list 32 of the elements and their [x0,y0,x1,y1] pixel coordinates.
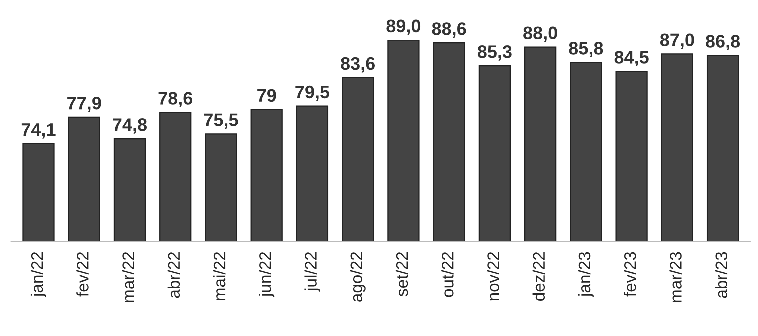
x-tick-label: abr/22 [168,252,180,298]
x-tick-label: mai/22 [213,252,226,301]
data-label: 88,0 [524,26,558,42]
data-label: 84,5 [614,51,649,66]
x-tick-label: jan/23 [578,252,594,298]
data-label: 89,0 [386,20,421,36]
x-tick-label: jun/22 [259,252,275,298]
data-label: 74,8 [113,118,147,134]
x-tick-label: ago/22 [350,252,366,302]
data-label: 86,8 [706,35,740,50]
data-label: 77,9 [68,96,102,112]
data-label: 79 [258,89,276,102]
x-tick-label: mar/22 [122,252,134,302]
x-tick-label: out/22 [442,252,454,298]
data-label: 87,0 [660,34,694,50]
x-tick-label: set/22 [396,252,408,297]
x-tick-label: fev/22 [76,252,89,297]
data-label: 85,8 [569,42,604,58]
x-tick-label: mar/23 [670,252,682,302]
x-tick-label: jan/22 [30,252,47,298]
data-label: 83,6 [341,57,376,73]
x-tick-label: jul/22 [304,252,320,292]
data-label: 85,3 [478,46,512,61]
data-label: 88,6 [432,22,466,38]
data-label: 78,6 [158,92,193,108]
data-label: 75,5 [204,114,238,130]
x-tick-label: dez/22 [532,252,546,301]
data-label: 79,5 [296,86,330,102]
x-tick-label: fev/23 [624,252,636,297]
x-tick-label: nov/22 [487,252,500,301]
x-tick-label: abr/23 [715,252,728,298]
data-label: 74,1 [22,124,56,139]
